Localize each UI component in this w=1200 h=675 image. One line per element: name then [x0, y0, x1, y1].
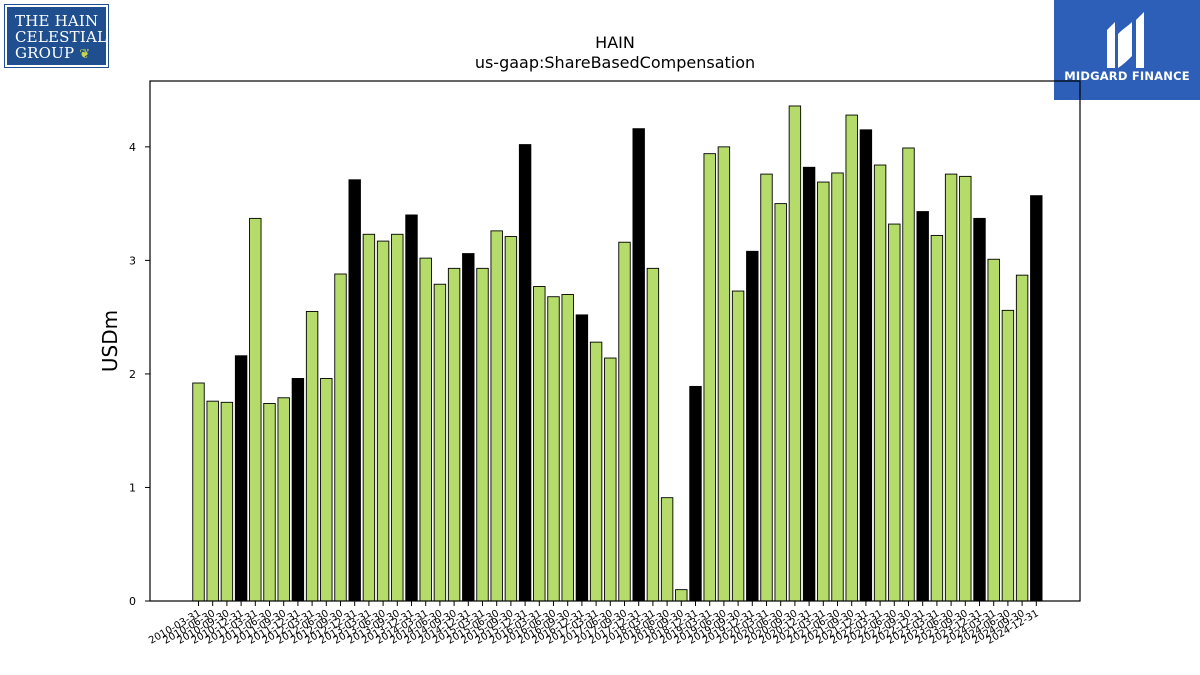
bar-2010-03-31 — [192, 382, 205, 602]
bar-2022-03-31 — [873, 164, 887, 602]
y-tick-label: 4 — [129, 141, 136, 154]
midgard-logo-text: MIDGARD FINANCE — [1064, 69, 1190, 83]
bar-2024-03-31 — [987, 258, 1000, 602]
bar-2017-12-31 — [632, 128, 645, 602]
y-axis-label: USDm — [98, 310, 122, 372]
bar-2021-12-31 — [859, 129, 873, 602]
bar-2015-06-30 — [490, 230, 503, 602]
bar-2022-06-30 — [888, 223, 901, 602]
bar-2017-06-30 — [604, 357, 617, 602]
bar-2020-09-30 — [788, 105, 802, 602]
hain-logo-line-3-wrap: GROUP ❦ — [15, 45, 106, 63]
bar-2014-06-30 — [433, 283, 447, 602]
bar-2011-09-30 — [277, 397, 290, 602]
bar-2010-06-30 — [206, 400, 219, 602]
bar-2023-03-31 — [930, 234, 944, 602]
bar-2010-12-31 — [234, 355, 248, 602]
leaf-icon: ❦ — [79, 47, 91, 62]
y-tick-label: 3 — [129, 254, 136, 267]
bar-2021-03-31 — [817, 181, 830, 602]
bar-2016-03-31 — [533, 286, 546, 602]
bar-2011-03-31 — [249, 217, 262, 602]
bar-2015-03-31 — [476, 267, 489, 602]
bar-2014-09-30 — [447, 267, 461, 602]
x-axis: 2010-03-312010-06-302010-09-302010-12-31… — [147, 601, 1041, 647]
bar-2012-03-31 — [305, 311, 319, 602]
bar-2017-09-30 — [618, 241, 631, 602]
bar-2024-12-31 — [1030, 195, 1043, 602]
chart-subtitle: us-gaap:ShareBasedCompensation — [475, 53, 755, 72]
bar-2020-03-31 — [760, 173, 773, 602]
bar-2012-12-31 — [348, 179, 361, 602]
bar-2019-12-31 — [746, 250, 759, 602]
bar-2018-03-31 — [646, 267, 660, 602]
bar-2019-09-30 — [731, 290, 745, 602]
bar-2013-03-31 — [362, 233, 376, 602]
bar-2018-09-30 — [675, 589, 688, 602]
hain-logo-line-1: THE HAIN — [15, 12, 99, 30]
bar-2022-12-31 — [916, 211, 929, 602]
bar-2018-06-30 — [660, 497, 674, 602]
y-tick-label: 0 — [129, 595, 136, 608]
bar-2011-06-30 — [263, 403, 276, 602]
bar-2016-09-30 — [561, 294, 574, 602]
bar-2015-09-30 — [504, 236, 518, 602]
bar-2020-12-31 — [802, 166, 816, 602]
hain-celestial-logo: THE HAIN CELESTIAL GROUP ❦ — [5, 5, 108, 67]
bar-2015-12-31 — [518, 144, 532, 602]
bar-2011-12-31 — [291, 378, 305, 602]
bar-2019-03-31 — [703, 153, 716, 602]
y-tick-label: 2 — [129, 368, 136, 381]
bar-2012-09-30 — [334, 273, 347, 602]
bar-2021-06-30 — [831, 172, 844, 602]
hain-logo-line-2: CELESTIAL — [15, 28, 108, 46]
y-axis: 0 1 2 3 4 — [129, 141, 150, 608]
bar-2018-12-31 — [689, 385, 702, 602]
bar-2016-12-31 — [575, 314, 589, 602]
hain-logo-line-3: GROUP — [15, 44, 75, 62]
midgard-finance-logo: MIDGARD FINANCE — [1054, 0, 1200, 100]
bar-2020-06-30 — [774, 203, 787, 602]
bar-2024-09-30 — [1015, 274, 1029, 602]
bar-2010-09-30 — [220, 401, 234, 602]
plot-frame — [149, 80, 1081, 602]
bar-2012-06-30 — [320, 378, 333, 602]
bars-group — [192, 105, 1043, 602]
bar-2014-03-31 — [419, 257, 432, 602]
bar-2013-12-31 — [405, 214, 418, 602]
midgard-mark-icon — [1107, 12, 1144, 68]
bar-2014-12-31 — [462, 253, 475, 602]
bar-2023-06-30 — [944, 173, 958, 602]
bar-2019-06-30 — [717, 146, 731, 602]
bar-2013-06-30 — [376, 240, 390, 602]
bar-2023-09-30 — [959, 175, 972, 602]
bar-2016-06-30 — [547, 296, 560, 602]
bar-2021-09-30 — [845, 114, 858, 602]
bar-2023-12-31 — [973, 217, 986, 602]
bar-2022-09-30 — [902, 147, 915, 602]
bar-2013-09-30 — [391, 233, 404, 602]
bar-2017-03-31 — [589, 341, 603, 602]
chart-title: HAIN — [595, 33, 635, 52]
bar-2024-06-30 — [1001, 309, 1015, 602]
y-tick-label: 1 — [129, 481, 136, 494]
